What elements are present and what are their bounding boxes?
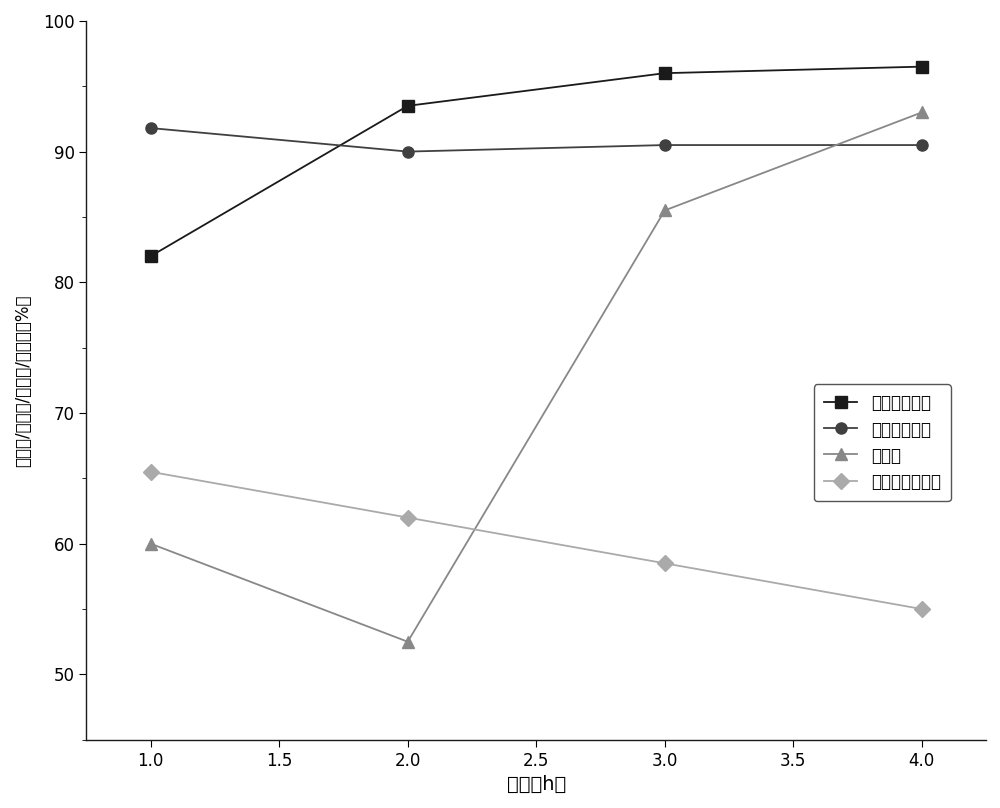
纤维素回收率 (145, 123, 157, 133)
纤维素的结晶度 (916, 604, 928, 614)
纤维素的结晶度 (145, 467, 157, 477)
Legend: 木质素去除率, 纤维素回收率, 糖化率, 纤维素的结晶度: 木质素去除率, 纤维素回收率, 糖化率, 纤维素的结晶度 (814, 385, 951, 502)
木质素去除率 (916, 61, 928, 71)
纤维素的结晶度 (402, 513, 414, 523)
X-axis label: 时间（h）: 时间（h） (507, 775, 566, 794)
纤维素回收率 (916, 141, 928, 150)
糖化率 (659, 205, 671, 215)
木质素去除率 (659, 69, 671, 78)
Line: 纤维素回收率: 纤维素回收率 (145, 123, 927, 157)
糖化率 (916, 107, 928, 117)
Line: 糖化率: 糖化率 (145, 107, 927, 647)
纤维素回收率 (659, 141, 671, 150)
Line: 木质素去除率: 木质素去除率 (145, 61, 927, 262)
糖化率 (145, 539, 157, 549)
纤维素的结晶度 (659, 558, 671, 568)
纤维素回收率 (402, 147, 414, 157)
木质素去除率 (402, 101, 414, 111)
糖化率 (402, 637, 414, 646)
Line: 纤维素的结晶度: 纤维素的结晶度 (145, 466, 927, 615)
Y-axis label: 去除率/回收率/糖化率/结晶度（%）: 去除率/回收率/糖化率/结晶度（%） (14, 294, 32, 466)
木质素去除率 (145, 251, 157, 261)
